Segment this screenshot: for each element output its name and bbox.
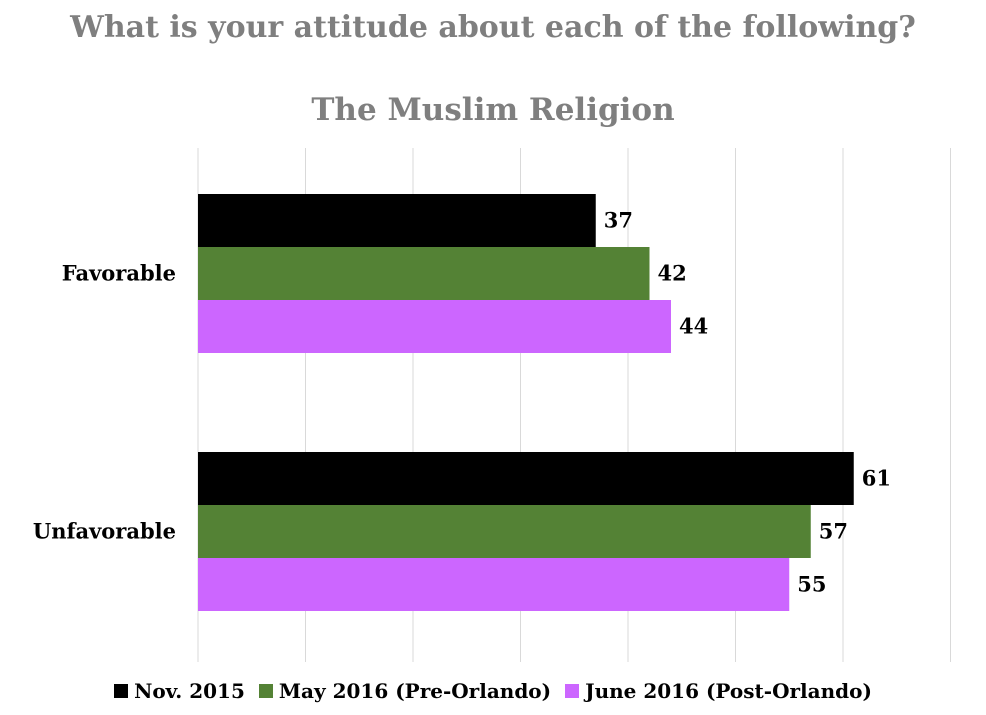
legend-item-may-2016: May 2016 (Pre-Orlando) [258,679,552,703]
chart-subtitle: The Muslim Religion [311,92,675,128]
legend-swatch-nov-2015 [114,684,129,698]
bar-unfavorable-series-2 [198,558,790,611]
data-label-favorable-series-0: 37 [604,208,633,233]
category-label-favorable: Favorable [62,261,176,286]
bar-favorable-series-2 [198,300,671,353]
bar-unfavorable-series-0 [198,452,854,505]
legend-item-nov-2015: Nov. 2015 [114,679,245,703]
legend-label-june-2016: June 2016 (Post-Orlando) [585,679,872,703]
bar-favorable-series-1 [198,247,650,300]
bar-favorable-series-0 [198,194,596,247]
legend-item-june-2016: June 2016 (Post-Orlando) [565,679,872,703]
chart-title: What is your attitude about each of the … [70,10,916,45]
bar-chart: Favorable 37 42 44 Unfavorable 61 57 55 [33,148,951,662]
legend-swatch-may-2016 [258,684,273,698]
legend-label-may-2016: May 2016 (Pre-Orlando) [278,679,552,703]
legend-label-nov-2015: Nov. 2015 [134,679,245,703]
data-label-favorable-series-2: 44 [679,314,708,339]
data-label-unfavorable-series-0: 61 [862,466,891,491]
data-label-favorable-series-1: 42 [658,261,687,286]
bar-unfavorable-series-1 [198,505,811,558]
category-label-unfavorable: Unfavorable [33,519,176,544]
data-label-unfavorable-series-2: 55 [797,572,826,597]
legend-swatch-june-2016 [565,684,580,698]
data-label-unfavorable-series-1: 57 [819,519,848,544]
legend: Nov. 2015 May 2016 (Pre-Orlando) June 20… [0,679,986,703]
